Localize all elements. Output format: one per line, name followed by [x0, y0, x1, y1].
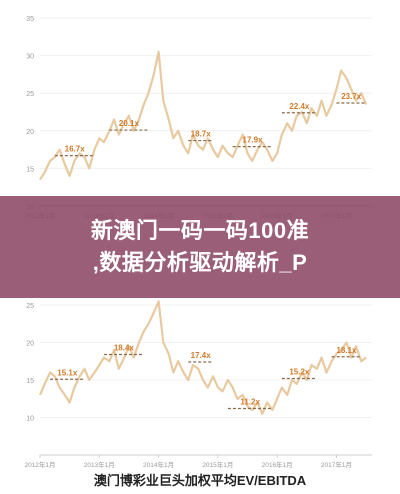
- banner-line-2: ,数据分析驱动解析_P: [92, 250, 308, 275]
- title-banner: 新澳门一码一码100准 ,数据分析驱动解析_P: [0, 196, 400, 298]
- y-tick-label: 20: [26, 129, 34, 136]
- y-tick-label: 20: [26, 341, 34, 348]
- average-label: 18.1x: [336, 346, 357, 355]
- top-chart-panel: 1015202530352012年1月2013年1月2014年1月2015年1月…: [0, 0, 400, 225]
- average-label: 17.9x: [243, 136, 264, 145]
- top-ev-ebitda-chart: 1015202530352012年1月2013年1月2014年1月2015年1月…: [24, 16, 372, 220]
- x-tick-label: 2014年1月: [143, 460, 174, 469]
- y-tick-label: 35: [26, 16, 34, 23]
- x-tick-label: 2015年1月: [202, 460, 233, 469]
- average-label: 16.7x: [65, 145, 86, 154]
- x-tick-label: 2013年1月: [84, 460, 115, 469]
- chart-caption: 澳门博彩业巨头加权平均EV/EBITDA: [93, 473, 307, 488]
- x-tick-label: 2016年1月: [262, 460, 293, 469]
- banner-line-1: 新澳门一码一码100准: [90, 218, 310, 243]
- x-tick-label: 2012年1月: [24, 460, 55, 469]
- series-line: [38, 300, 367, 415]
- average-label: 20.1x: [119, 119, 140, 128]
- series-line: [39, 50, 368, 181]
- y-tick-label: 15: [26, 378, 34, 385]
- average-label: 15.1x: [57, 368, 78, 377]
- y-tick-label: 30: [26, 54, 34, 61]
- average-label: 18.7x: [191, 130, 212, 139]
- y-tick-label: 15: [26, 166, 34, 173]
- average-label: 15.2x: [289, 368, 310, 377]
- average-label: 18.4x: [114, 344, 135, 353]
- y-tick-label: 10: [26, 416, 34, 423]
- bottom-ev-ebitda-chart: 10 15 20 25 2012年1月 2013年1月 2014年1月 2015年1月 2016…: [24, 300, 372, 469]
- y-tick-label: 25: [26, 91, 34, 98]
- average-label: 17.4x: [191, 351, 212, 360]
- average-label: 23.7x: [341, 92, 362, 101]
- average-label: 11.2x: [240, 398, 260, 407]
- bottom-chart-panel: 10 15 20 25 2012年1月 2013年1月 2014年1月 2015年1月 2016…: [0, 290, 400, 494]
- x-tick-label: 2017年1月: [321, 460, 352, 469]
- y-tick-label: 25: [26, 303, 34, 310]
- average-label: 22.4x: [289, 102, 310, 111]
